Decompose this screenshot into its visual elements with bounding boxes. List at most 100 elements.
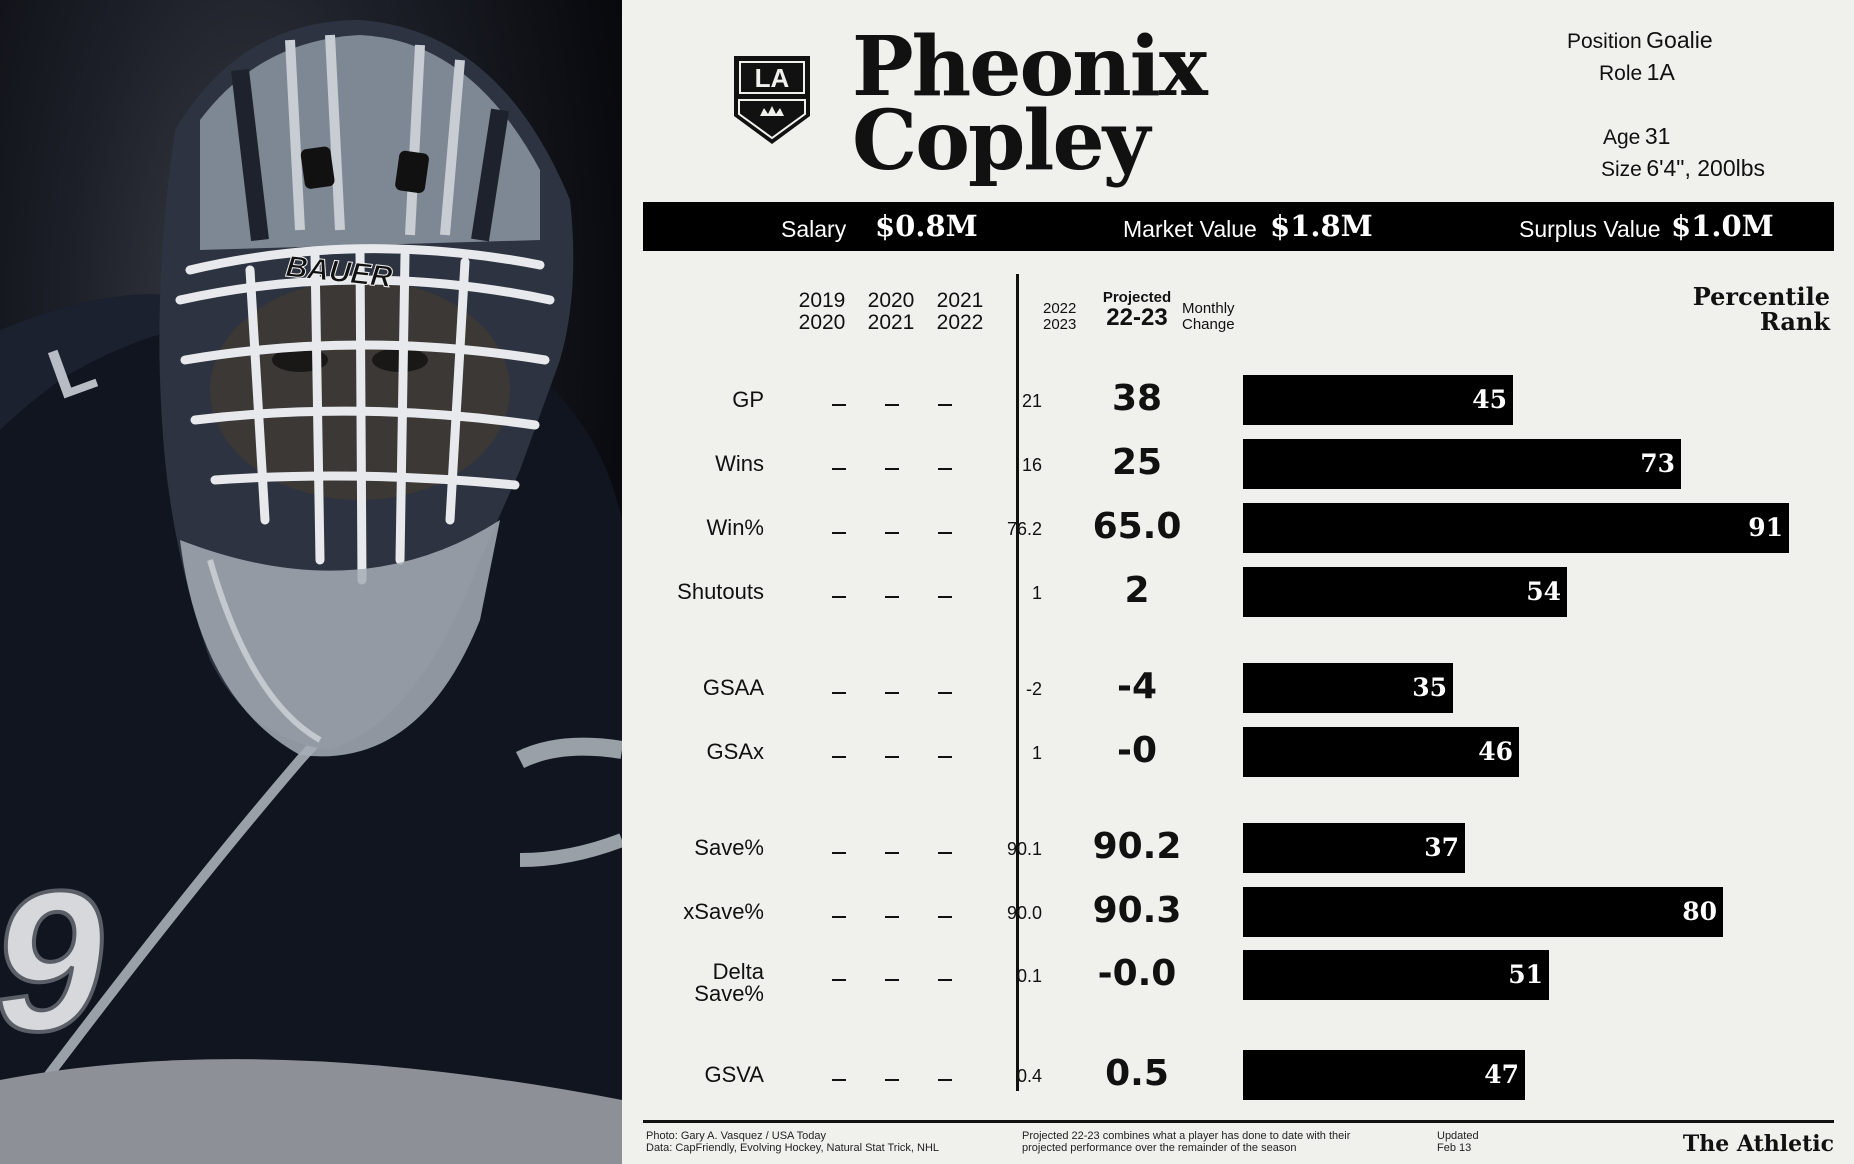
history-value [832,852,846,854]
projected-value: 90.3 [1092,890,1182,931]
current-header-top: 2022 [1043,300,1077,317]
percentile-header-top: Percentile [1692,282,1830,311]
history-value [885,916,899,918]
history-value [832,468,846,470]
projected-value: 25 [1111,442,1163,483]
history-value [938,756,952,758]
current-season-value: 21 [1021,391,1042,411]
market-value-value: $1.8M [1270,209,1373,243]
percentile-value: 91 [1748,513,1783,542]
size-value: 6'4", 200lbs [1646,155,1766,181]
season-header-bottom: 2022 [936,311,984,334]
percentile-value: 45 [1472,385,1507,414]
position-label: Position [1567,30,1642,53]
player-first-name: Pheonix [852,19,1208,115]
history-value [938,852,952,854]
updated-label: Updated [1437,1130,1479,1142]
size-info: Size 6'4", 200lbs [1601,155,1765,182]
team-logo-icon: LA [734,56,810,144]
salary-value: $0.8M [875,209,978,243]
history-value [832,596,846,598]
history-value [832,979,846,981]
percentile-value: 47 [1484,1060,1519,1089]
role-value: 1A [1646,59,1675,85]
history-value [938,1079,952,1081]
percentile-bar: 37 [1243,823,1465,873]
percentile-bar: 80 [1243,887,1723,937]
goalie-illustration: L 29 BAUER [0,20,622,1164]
history-value [885,596,899,598]
salary-label: Salary [781,216,847,242]
percentile-value: 51 [1508,960,1543,989]
history-value [885,979,899,981]
updated-date: Feb 13 [1437,1142,1472,1154]
contract-bar: Salary $0.8M Market Value $1.8M Surplus … [643,202,1834,251]
projected-value: -0 [1117,730,1157,771]
size-label: Size [1601,158,1642,181]
history-value [885,532,899,534]
stat-label: Save% [694,835,764,860]
current-season-value: 76.2 [1006,519,1042,539]
percentile-bar: 35 [1243,663,1453,713]
percentile-value: 73 [1640,449,1675,478]
current-season-value: 1 [1031,583,1042,603]
stats-card: LA Pheonix Copley Position Goalie Role 1… [622,0,1854,1164]
data-credit: Data: CapFriendly, Evolving Hockey, Natu… [646,1142,940,1154]
surplus-value-label: Surplus Value [1519,216,1661,242]
season-header-2021-22: 2021 2022 [930,290,990,334]
monthly-header-top: Monthly [1182,300,1235,317]
column-divider [1016,274,1019,1091]
stat-label: GSAx [706,739,764,764]
history-value [885,692,899,694]
stat-label: Wins [715,451,764,476]
history-value [885,404,899,406]
projected-value: 65.0 [1092,506,1182,547]
current-season-value: 0.4 [1016,1066,1042,1086]
percentile-bar: 46 [1243,727,1519,777]
monthly-change-header: Monthly Change [1182,301,1235,333]
history-value [938,596,952,598]
current-season-value: 90.0 [1006,903,1042,923]
percentile-bar: 73 [1243,439,1681,489]
projected-header-bottom: 22-23 [1106,304,1168,331]
percentile-bar: 51 [1243,950,1549,1000]
percentile-rank-header: Percentile Rank [1693,284,1830,334]
stat-label: xSave% [683,899,764,924]
current-season-header: 2022 2023 [1043,301,1076,333]
season-header-2019-20: 2019 2020 [792,290,852,334]
role-label: Role [1599,62,1643,85]
season-header-top: 2020 [867,289,915,312]
history-value [938,468,952,470]
current-season-value: -2 [1025,679,1042,699]
season-header-top: 2021 [936,289,984,312]
percentile-bar: 47 [1243,1050,1525,1100]
projected-header-top: Projected [1102,289,1172,306]
season-header-top: 2019 [798,289,846,312]
photo-credit: Photo: Gary A. Vasquez / USA Today [646,1130,826,1142]
team-logo-text: LA [755,63,790,93]
history-value [885,852,899,854]
current-header-bottom: 2023 [1043,316,1077,333]
season-header-bottom: 2020 [798,311,846,334]
history-value [938,692,952,694]
projected-value: 0.5 [1105,1053,1169,1094]
percentile-bar: 91 [1243,503,1789,553]
market-value-label: Market Value [1123,216,1257,242]
monthly-header-bottom: Change [1182,316,1235,333]
age-label: Age [1603,126,1641,149]
footer-note: Projected 22-23 combines what a player h… [1022,1130,1350,1154]
age-info: Age 31 [1603,123,1670,150]
position-info: Position Goalie [1567,27,1713,54]
history-value [832,916,846,918]
position-value: Goalie [1646,27,1713,53]
footer-updated: Updated Feb 13 [1437,1130,1479,1154]
history-value [938,404,952,406]
footer-credits: Photo: Gary A. Vasquez / USA Today Data:… [646,1130,939,1154]
projected-value: 90.2 [1092,826,1182,867]
projected-header: Projected 22-23 [1096,289,1178,330]
percentile-value: 80 [1682,897,1717,926]
brand-logo: The Athletic [1682,1131,1834,1157]
player-photo: L 29 BAUER [0,0,622,1164]
projected-value: -0.0 [1097,953,1177,994]
season-header-bottom: 2021 [867,311,915,334]
